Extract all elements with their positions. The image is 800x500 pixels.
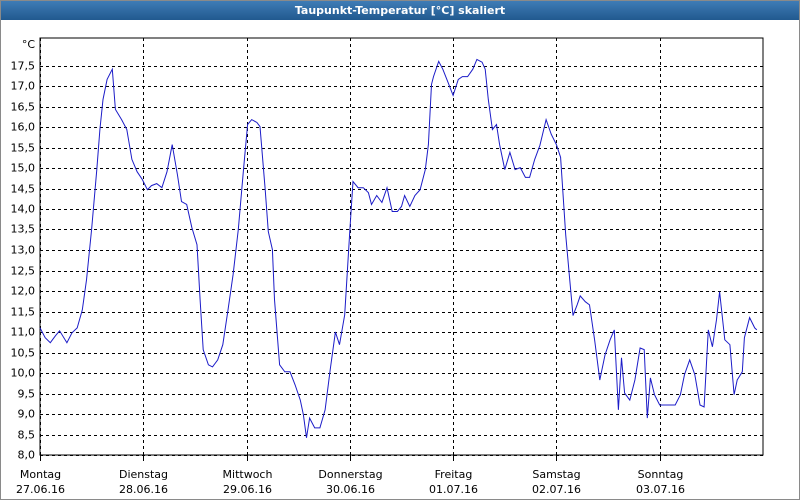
y-tick-label: 10,0: [11, 367, 36, 380]
x-tick-label: 28.06.16: [119, 483, 168, 496]
x-tick-day: Sonntag: [638, 468, 684, 481]
y-tick-label: 17,5: [11, 60, 36, 73]
x-tick-day: Mittwoch: [223, 468, 273, 481]
y-tick-label: 8,5: [18, 429, 36, 442]
y-tick-label: 8,0: [18, 449, 36, 462]
x-tick-label: 30.06.16: [326, 483, 375, 496]
x-tick-day: Samstag: [532, 468, 580, 481]
y-tick-label: 12,0: [11, 285, 36, 298]
plot-area: [39, 37, 764, 456]
y-tick-label: 12,5: [11, 265, 36, 278]
x-tick-label: 02.07.16: [532, 483, 581, 496]
x-tick-day: Donnerstag: [318, 468, 382, 481]
x-tick-label: 27.06.16: [16, 483, 65, 496]
x-tick-day: Freitag: [435, 468, 473, 481]
y-tick-label: 10,5: [11, 347, 36, 360]
x-tick-day: Montag: [20, 468, 61, 481]
x-tick-day: Dienstag: [119, 468, 168, 481]
y-tick-label: 9,5: [18, 388, 36, 401]
y-tick-label: 15,5: [11, 142, 36, 155]
data-line: [39, 58, 758, 438]
y-tick-label: 9,0: [18, 408, 36, 421]
y-tick-label: 16,0: [11, 121, 36, 134]
y-tick-label: 11,0: [11, 326, 36, 339]
y-tick-label: 13,0: [11, 244, 36, 257]
y-tick-label: 17,0: [11, 80, 36, 93]
x-tick-label: 01.07.16: [429, 483, 478, 496]
y-tick-label: 11,5: [11, 306, 36, 319]
y-unit: °C: [22, 38, 36, 51]
y-tick-label: 13,5: [11, 223, 36, 236]
x-tick-label: 03.07.16: [636, 483, 685, 496]
y-tick-label: 14,5: [11, 183, 36, 196]
title-bar: Taupunkt-Temperatur [°C] skaliert: [1, 1, 799, 20]
y-tick-label: 15,0: [11, 162, 36, 175]
y-tick-label: 16,5: [11, 101, 36, 114]
y-tick-label: 14,0: [11, 203, 36, 216]
x-tick-label: 29.06.16: [223, 483, 272, 496]
